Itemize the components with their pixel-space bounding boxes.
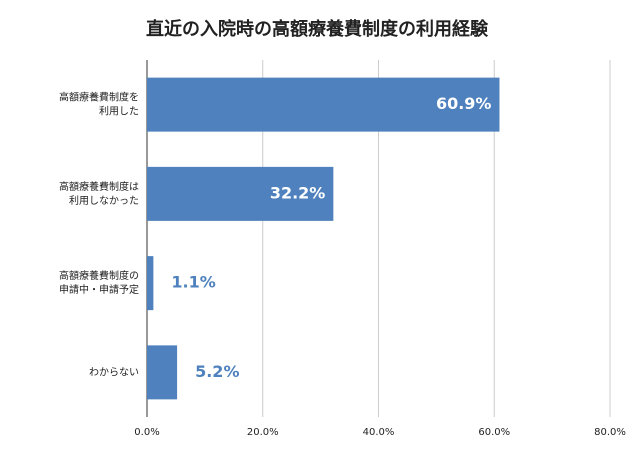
data-label: 60.9% [436, 94, 492, 113]
data-label: 1.1% [171, 273, 215, 292]
y-tick-label: 高額療養費制度は利用しなかった [59, 180, 139, 207]
y-tick-label: 高額療養費制度を利用した [59, 91, 139, 118]
x-tick-label: 40.0% [363, 427, 395, 438]
bar [147, 345, 178, 400]
bar [147, 256, 154, 311]
y-tick-label: 高額療養費制度の申請中・申請予定 [59, 269, 139, 296]
y-tick-label: わからない [89, 366, 139, 378]
bar [147, 77, 500, 132]
bar [147, 166, 334, 221]
data-label: 32.2% [270, 183, 326, 202]
x-tick-label: 60.0% [478, 427, 510, 438]
x-tick-label: 0.0% [134, 427, 159, 438]
data-label: 5.2% [195, 362, 239, 381]
chart-title: 直近の入院時の高額療養費制度の利用経験 [146, 18, 489, 40]
x-tick-label: 20.0% [247, 427, 279, 438]
x-tick-label: 80.0% [594, 427, 626, 438]
